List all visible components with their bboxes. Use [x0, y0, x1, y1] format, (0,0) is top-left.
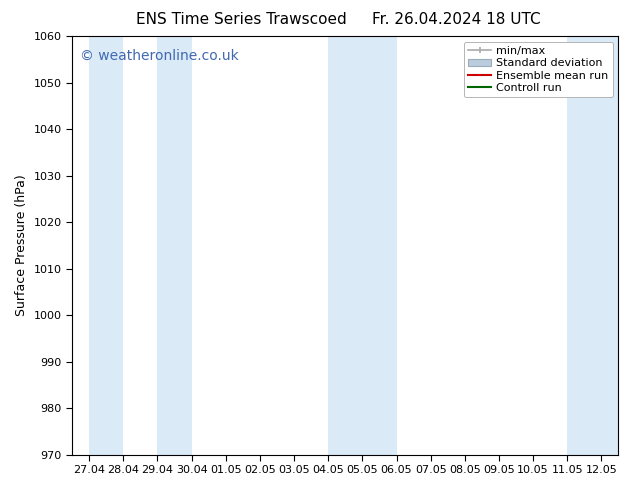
- Bar: [567, 36, 619, 455]
- Bar: [157, 36, 191, 455]
- Text: Fr. 26.04.2024 18 UTC: Fr. 26.04.2024 18 UTC: [372, 12, 541, 27]
- Y-axis label: Surface Pressure (hPa): Surface Pressure (hPa): [15, 174, 28, 316]
- Text: ENS Time Series Trawscoed: ENS Time Series Trawscoed: [136, 12, 346, 27]
- Bar: [89, 36, 124, 455]
- Bar: [328, 36, 396, 455]
- Text: © weatheronline.co.uk: © weatheronline.co.uk: [81, 49, 239, 63]
- Legend: min/max, Standard deviation, Ensemble mean run, Controll run: min/max, Standard deviation, Ensemble me…: [464, 42, 613, 97]
